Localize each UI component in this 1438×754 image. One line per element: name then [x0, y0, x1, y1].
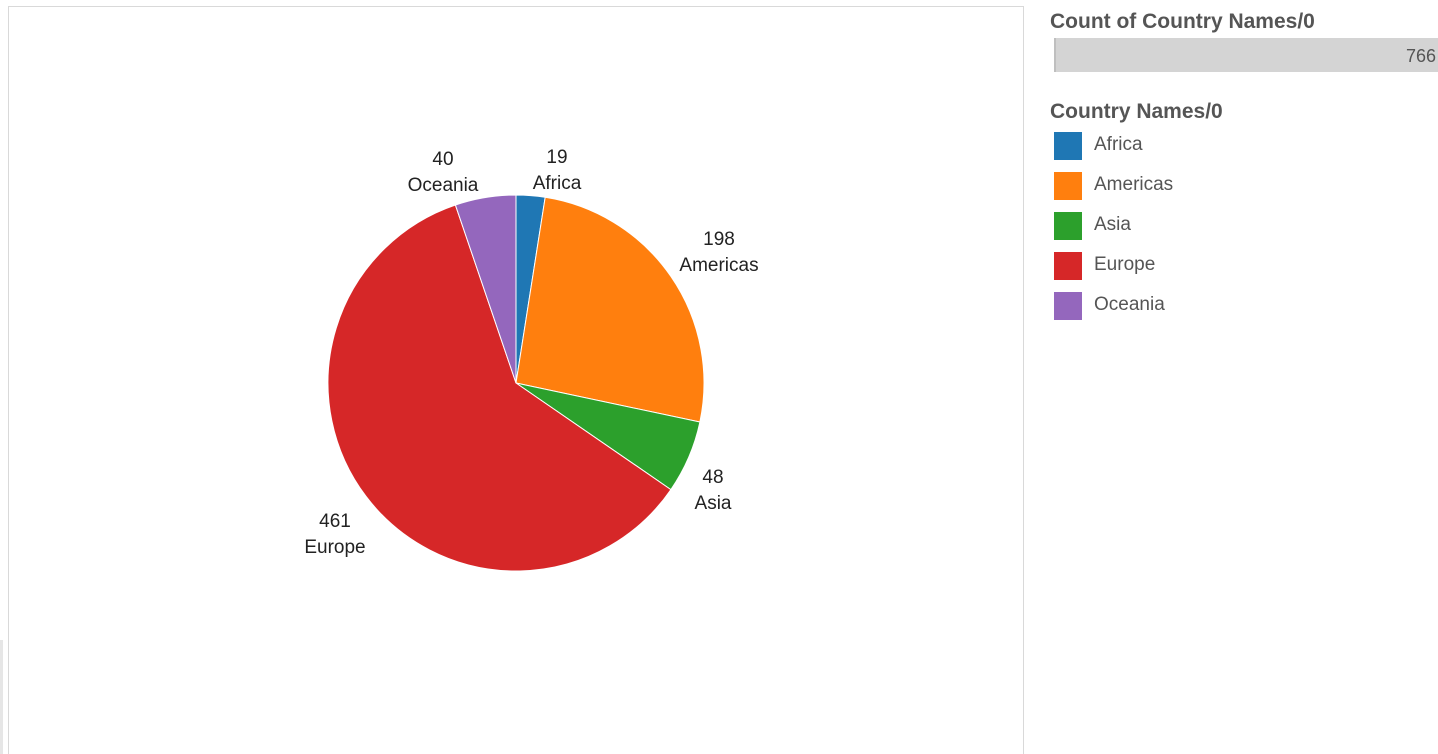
data-label-value: 48: [702, 467, 723, 488]
legend-label: Africa: [1094, 134, 1143, 155]
data-label-category: Africa: [533, 173, 582, 194]
pie-slice-oceania[interactable]: [454, 194, 517, 384]
pie-slice-europe[interactable]: [327, 204, 672, 572]
scrollbar-edge[interactable]: [0, 640, 3, 754]
data-label-value: 19: [546, 147, 567, 168]
data-label-value: 198: [703, 229, 735, 250]
count-title: Count of Country Names/0: [1050, 10, 1315, 33]
legend-item-asia[interactable]: Asia: [1054, 212, 1173, 252]
data-label-value: 461: [319, 511, 351, 532]
legend-title: Country Names/0: [1050, 100, 1223, 123]
legend-swatch: [1054, 252, 1082, 280]
legend-label: Europe: [1094, 254, 1156, 275]
legend-item-americas[interactable]: Americas: [1054, 172, 1173, 212]
chart-panel: 19 Africa 198 Americas 48 Asia 461 Europe 40 Ocea…: [8, 6, 1024, 754]
side-panel: Count of Country Names/0 766 Country Nam…: [1048, 0, 1438, 754]
pie-slice-americas[interactable]: [515, 196, 705, 423]
data-label-category: Oceania: [408, 175, 479, 196]
legend-swatch: [1054, 132, 1082, 160]
legend-label: Oceania: [1094, 294, 1165, 315]
legend-item-europe[interactable]: Europe: [1054, 252, 1173, 292]
data-label-category: Americas: [679, 255, 758, 276]
data-label-category: Europe: [304, 537, 365, 558]
pie-chart: 19 Africa 198 Americas 48 Asia 461 Europe 40 Ocea…: [304, 147, 759, 572]
legend-item-oceania[interactable]: Oceania: [1054, 292, 1173, 332]
count-range-bar[interactable]: 766: [1054, 38, 1438, 72]
legend-item-africa[interactable]: Africa: [1054, 132, 1173, 172]
legend-swatch: [1054, 292, 1082, 320]
legend: Africa Americas Asia Europe Oceania: [1054, 132, 1173, 332]
legend-label: Americas: [1094, 174, 1174, 195]
data-label-value: 40: [432, 149, 453, 170]
legend-swatch: [1054, 172, 1082, 200]
legend-label: Asia: [1094, 214, 1131, 235]
count-value: 766: [1406, 46, 1437, 66]
data-label-category: Asia: [695, 493, 732, 514]
legend-swatch: [1054, 212, 1082, 240]
